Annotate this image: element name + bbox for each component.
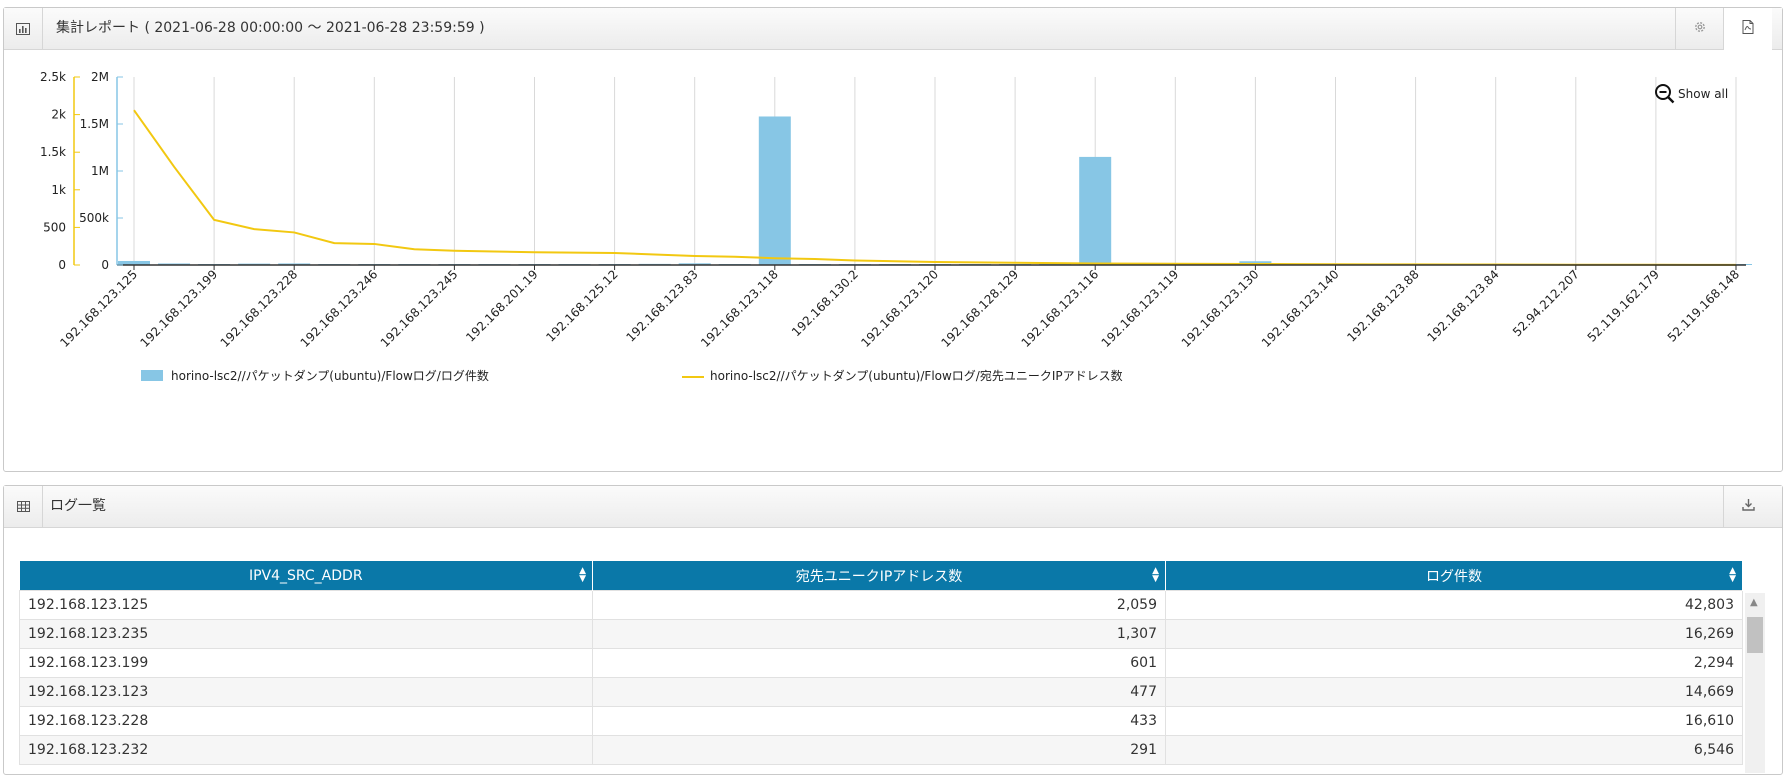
- x-tick-label: 192.168.123.125: [57, 267, 140, 350]
- download-icon: [1741, 498, 1755, 515]
- y-tick-label-right: 500k: [79, 211, 109, 225]
- x-tick-label: 192.168.201.19: [463, 267, 540, 344]
- chart-bar: [1079, 156, 1112, 265]
- log-list-panel: ログ一覧 IPV4_SRC_ADDR ▲ ▼: [3, 485, 1783, 775]
- y-tick-label-left: 2k: [51, 108, 66, 122]
- scroll-up-icon[interactable]: ▲: [1750, 597, 1758, 608]
- x-tick-label: 192.168.128.129: [938, 267, 1021, 350]
- scrollbar-thumb[interactable]: [1747, 617, 1763, 653]
- cell-unique-ip-count: 1,307: [592, 619, 1166, 649]
- gear-icon: [1693, 20, 1707, 38]
- cell-log-count: 6,546: [1165, 735, 1743, 765]
- y-tick-label-right: 1.5M: [80, 117, 109, 131]
- cell-src-addr: 192.168.123.125: [19, 590, 593, 620]
- cell-unique-ip-count: 291: [592, 735, 1166, 765]
- cell-log-count: 2,294: [1165, 648, 1743, 678]
- chart-bar: [278, 263, 311, 265]
- table-scrollbar[interactable]: ▲: [1745, 593, 1765, 773]
- cell-src-addr: 192.168.123.235: [19, 619, 593, 649]
- cell-src-addr: 192.168.123.123: [19, 677, 593, 707]
- table-row[interactable]: 192.168.123.123 477 14,669: [19, 677, 1743, 707]
- x-tick-label: 192.168.130.2: [789, 267, 861, 339]
- cell-log-count: 16,269: [1165, 619, 1743, 649]
- table-row[interactable]: 192.168.123.228 433 16,610: [19, 706, 1743, 736]
- report-title: 集計レポート ( 2021-06-28 00:00:00 〜 2021-06-2…: [56, 20, 485, 36]
- legend-swatch-bar: [141, 370, 163, 381]
- cell-unique-ip-count: 601: [592, 648, 1166, 678]
- pdf-export-button[interactable]: [1723, 8, 1772, 50]
- cell-unique-ip-count: 433: [592, 706, 1166, 736]
- table-row[interactable]: 192.168.123.125 2,059 42,803: [19, 590, 1743, 620]
- x-tick-label: 192.168.123.246: [298, 267, 381, 350]
- x-tick-label: 192.168.123.83: [623, 267, 700, 344]
- x-tick-label: 192.168.123.140: [1259, 267, 1342, 350]
- settings-button[interactable]: [1675, 8, 1724, 49]
- cell-log-count: 16,610: [1165, 706, 1743, 736]
- y-tick-label-right: 1M: [91, 164, 109, 178]
- report-panel-header: 集計レポート ( 2021-06-28 00:00:00 〜 2021-06-2…: [4, 8, 1782, 50]
- report-chart: 0 500 1k 1.5k 2k 2.5k 0 500k 1M 1.5M 2M 192.168.1…: [40, 70, 1752, 383]
- cell-unique-ip-count: 477: [592, 677, 1166, 707]
- legend-label-unique-ip-count: horino-lsc2//パケットダンプ(ubuntu)/Flowログ/宛先ユニ…: [710, 368, 1123, 383]
- show-all-label: Show all: [1678, 87, 1729, 101]
- y-tick-label-left: 1k: [51, 183, 66, 197]
- x-tick-label: 192.168.123.199: [137, 267, 220, 350]
- y-tick-label-left: 2.5k: [40, 70, 66, 84]
- report-panel: 集計レポート ( 2021-06-28 00:00:00 〜 2021-06-2…: [3, 7, 1783, 472]
- log-list-header: ログ一覧: [4, 486, 1782, 528]
- x-tick-label: 192.168.123.245: [378, 267, 461, 350]
- x-tick-label: 192.168.123.228: [218, 267, 301, 350]
- x-tick-label: 192.168.123.84: [1424, 267, 1501, 344]
- table-row[interactable]: 192.168.123.232 291 6,546: [19, 735, 1743, 765]
- y-tick-label-left: 1.5k: [40, 145, 66, 159]
- cell-src-addr: 192.168.123.232: [19, 735, 593, 765]
- column-header-log-count[interactable]: ログ件数 ▲ ▼: [1165, 561, 1743, 591]
- table-row[interactable]: 192.168.123.235 1,307 16,269: [19, 619, 1743, 649]
- x-tick-label: 192.168.123.88: [1344, 267, 1421, 344]
- chart-bar: [758, 116, 791, 265]
- x-tick-label: 52.119.162.179: [1585, 267, 1662, 344]
- x-tick-label: 192.168.123.118: [698, 267, 781, 350]
- y-tick-label-right: 2M: [91, 70, 109, 84]
- chart-bar: [678, 263, 711, 265]
- y-tick-label-right: 0: [101, 258, 109, 272]
- table-icon: [4, 486, 43, 527]
- chart-bar: [118, 260, 150, 265]
- table-row[interactable]: 192.168.123.199 601 2,294: [19, 648, 1743, 678]
- log-table-wrapper: IPV4_SRC_ADDR ▲ ▼ 宛先ユニークIPアドレス数 ▲ ▼ ログ件数 ▲…: [19, 561, 1748, 765]
- y-tick-label-left: 500: [43, 220, 66, 234]
- cell-src-addr: 192.168.123.228: [19, 706, 593, 736]
- download-button[interactable]: [1723, 486, 1772, 527]
- x-tick-label: 192.168.123.116: [1019, 267, 1102, 350]
- column-header-label: ログ件数: [1426, 568, 1482, 585]
- sort-icon[interactable]: ▲ ▼: [1729, 566, 1736, 584]
- sort-icon[interactable]: ▲ ▼: [579, 566, 586, 584]
- show-all-button[interactable]: Show all: [1654, 83, 1728, 105]
- x-tick-label: 52.119.168.148: [1665, 267, 1742, 344]
- table-header-row: IPV4_SRC_ADDR ▲ ▼ 宛先ユニークIPアドレス数 ▲ ▼ ログ件数 ▲…: [19, 561, 1743, 591]
- x-tick-label: 52.94.212.207: [1510, 267, 1582, 339]
- column-header-src-addr[interactable]: IPV4_SRC_ADDR ▲ ▼: [19, 561, 593, 591]
- column-header-label: 宛先ユニークIPアドレス数: [795, 568, 963, 585]
- log-table: IPV4_SRC_ADDR ▲ ▼ 宛先ユニークIPアドレス数 ▲ ▼ ログ件数 ▲…: [19, 561, 1743, 765]
- x-tick-label: 192.168.123.119: [1099, 267, 1182, 350]
- column-header-label: IPV4_SRC_ADDR: [248, 567, 363, 584]
- cell-unique-ip-count: 2,059: [592, 590, 1166, 620]
- log-list-title: ログ一覧: [50, 498, 106, 514]
- x-tick-label: 192.168.123.120: [858, 267, 941, 350]
- y-tick-label-left: 0: [58, 258, 66, 272]
- cell-log-count: 42,803: [1165, 590, 1743, 620]
- legend-label-log-count: horino-lsc2//パケットダンプ(ubuntu)/Flowログ/ログ件数: [171, 368, 489, 383]
- sort-icon[interactable]: ▲ ▼: [1152, 566, 1159, 584]
- zoom-out-icon: [1654, 83, 1676, 105]
- cell-src-addr: 192.168.123.199: [19, 648, 593, 678]
- pdf-icon: [1742, 20, 1754, 38]
- bar-chart-icon: [4, 8, 43, 49]
- x-tick-label: 192.168.125.12: [543, 267, 620, 344]
- cell-log-count: 14,669: [1165, 677, 1743, 707]
- column-header-unique-ip-count[interactable]: 宛先ユニークIPアドレス数 ▲ ▼: [592, 561, 1166, 591]
- x-tick-label: 192.168.123.130: [1179, 267, 1262, 350]
- chart-bar: [158, 263, 191, 265]
